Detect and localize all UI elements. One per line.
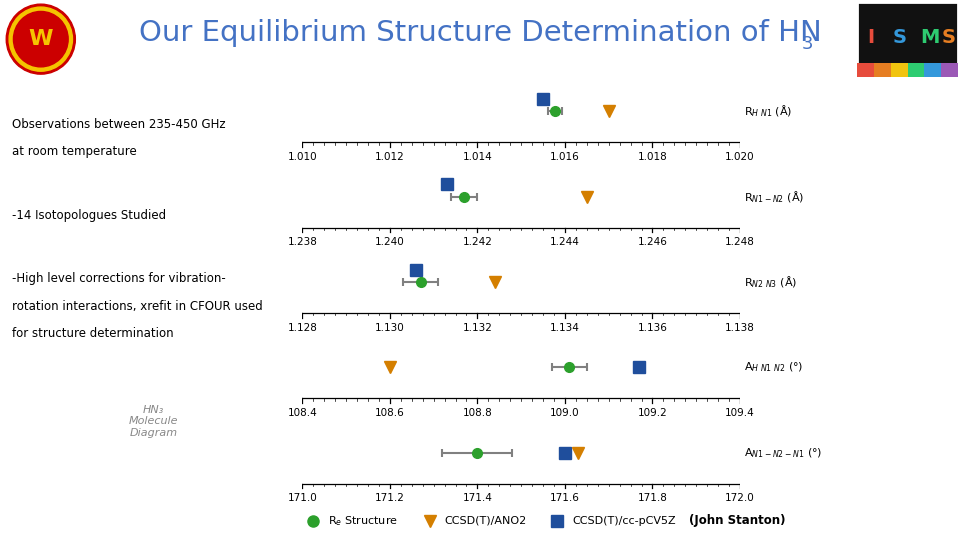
- Text: 1.014: 1.014: [463, 152, 492, 162]
- Text: R$_{H\ N1}$ (Å): R$_{H\ N1}$ (Å): [744, 104, 792, 119]
- Text: 1.010: 1.010: [288, 152, 317, 162]
- Text: 1.138: 1.138: [725, 323, 755, 333]
- Text: at room temperature: at room temperature: [12, 145, 137, 158]
- Text: 1.128: 1.128: [287, 323, 318, 333]
- Text: 108.8: 108.8: [463, 408, 492, 418]
- Text: 1.238: 1.238: [287, 238, 318, 247]
- Text: Our Equilibrium Structure Determination of HN: Our Equilibrium Structure Determination …: [138, 19, 822, 47]
- Text: 109.2: 109.2: [637, 408, 667, 418]
- Text: A$_{N1-N2-N1}$ (°): A$_{N1-N2-N1}$ (°): [744, 446, 822, 460]
- Text: 1.016: 1.016: [550, 152, 580, 162]
- Bar: [891, 63, 908, 77]
- Text: S: S: [893, 29, 906, 48]
- Text: I: I: [868, 29, 875, 48]
- Text: 1.242: 1.242: [463, 238, 492, 247]
- Text: A$_{H\ N1\ N2}$ (°): A$_{H\ N1\ N2}$ (°): [744, 361, 803, 374]
- Text: for structure determination: for structure determination: [12, 327, 174, 340]
- Circle shape: [13, 11, 68, 67]
- Text: 171.2: 171.2: [375, 494, 405, 503]
- Text: 1.020: 1.020: [725, 152, 755, 162]
- Text: S: S: [942, 29, 956, 48]
- Text: rotation interactions, xrefit in CFOUR used: rotation interactions, xrefit in CFOUR u…: [12, 300, 263, 313]
- Text: 171.6: 171.6: [550, 494, 580, 503]
- Text: CCSD(T)/cc-pCV5Z: CCSD(T)/cc-pCV5Z: [572, 516, 676, 526]
- Text: 108.4: 108.4: [288, 408, 317, 418]
- Text: 1.018: 1.018: [637, 152, 667, 162]
- Text: 1.132: 1.132: [463, 323, 492, 333]
- Text: 1.012: 1.012: [375, 152, 405, 162]
- Text: 108.6: 108.6: [375, 408, 405, 418]
- Text: Observations between 235-450 GHz: Observations between 235-450 GHz: [12, 118, 226, 131]
- Text: M: M: [920, 29, 939, 48]
- Text: 171.8: 171.8: [637, 494, 667, 503]
- Text: 171.4: 171.4: [463, 494, 492, 503]
- Text: 1.136: 1.136: [637, 323, 667, 333]
- Text: R$_{N2\ N3}$ (Å): R$_{N2\ N3}$ (Å): [744, 274, 797, 290]
- Bar: [941, 63, 958, 77]
- Circle shape: [6, 4, 75, 74]
- Text: CCSD(T)/ANO2: CCSD(T)/ANO2: [444, 516, 527, 526]
- Text: 1.130: 1.130: [375, 323, 405, 333]
- Text: 1.244: 1.244: [550, 238, 580, 247]
- Text: 1.134: 1.134: [550, 323, 580, 333]
- Text: W: W: [29, 29, 53, 49]
- Text: -14 Isotopologues Studied: -14 Isotopologues Studied: [12, 209, 166, 222]
- Text: -High level corrections for vibration-: -High level corrections for vibration-: [12, 272, 226, 285]
- Text: 172.0: 172.0: [725, 494, 755, 503]
- Text: 171.0: 171.0: [288, 494, 317, 503]
- Text: 1.246: 1.246: [637, 238, 667, 247]
- Text: (John Stanton): (John Stanton): [689, 514, 785, 527]
- Circle shape: [9, 7, 72, 71]
- Text: R$_{N1-N2}$ (Å): R$_{N1-N2}$ (Å): [744, 189, 804, 205]
- Bar: [908, 63, 924, 77]
- Bar: [924, 63, 941, 77]
- Text: HN₃
Molecule
Diagram: HN₃ Molecule Diagram: [129, 404, 179, 438]
- Bar: [857, 63, 874, 77]
- Text: 109.0: 109.0: [550, 408, 580, 418]
- Bar: [874, 63, 891, 77]
- Text: 1.240: 1.240: [375, 238, 405, 247]
- Text: 1.248: 1.248: [725, 238, 755, 247]
- Text: 3: 3: [802, 35, 813, 53]
- Text: 109.4: 109.4: [725, 408, 755, 418]
- Text: R$_e$ Structure: R$_e$ Structure: [327, 514, 397, 528]
